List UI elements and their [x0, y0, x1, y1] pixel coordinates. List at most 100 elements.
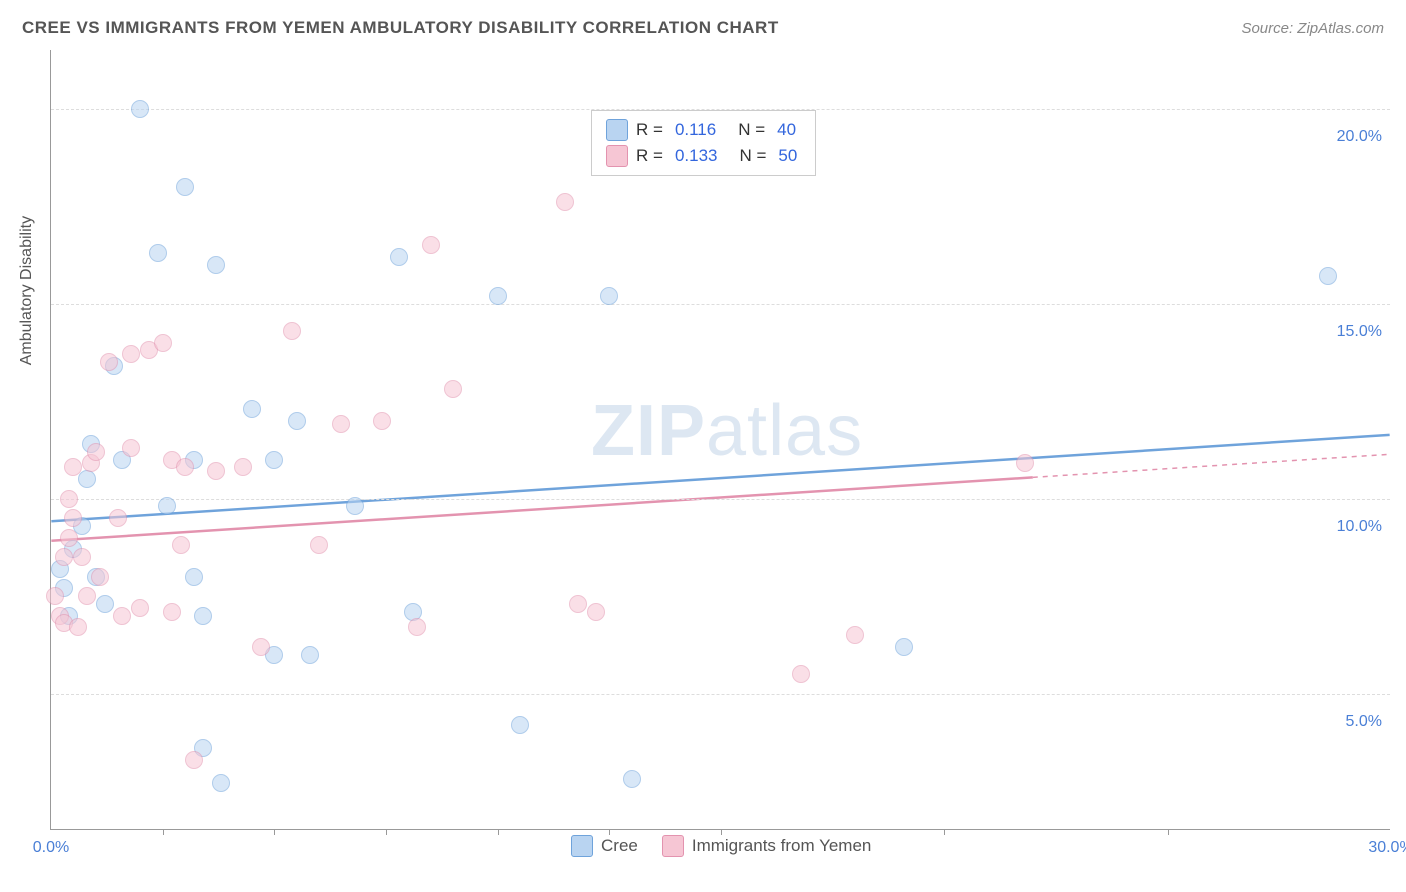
legend-stats-row: R = 0.133 N = 50	[606, 143, 801, 169]
scatter-point	[310, 536, 328, 554]
scatter-point	[489, 287, 507, 305]
scatter-point	[265, 451, 283, 469]
scatter-point	[55, 548, 73, 566]
legend-swatch	[606, 145, 628, 167]
legend-item: Cree	[571, 835, 638, 857]
chart-source: Source: ZipAtlas.com	[1241, 20, 1384, 37]
legend-item-label: Cree	[601, 836, 638, 856]
scatter-point	[163, 603, 181, 621]
scatter-point	[69, 618, 87, 636]
scatter-point	[154, 334, 172, 352]
scatter-point	[846, 626, 864, 644]
scatter-point	[207, 462, 225, 480]
scatter-point	[176, 458, 194, 476]
legend-r-label: R =	[636, 146, 663, 166]
legend-swatch	[662, 835, 684, 857]
scatter-point	[60, 490, 78, 508]
y-tick-label: 10.0%	[1337, 518, 1382, 536]
x-tick	[498, 829, 499, 835]
scatter-point	[234, 458, 252, 476]
gridline	[51, 694, 1390, 695]
scatter-point	[78, 587, 96, 605]
scatter-point	[1016, 454, 1034, 472]
legend-n-value: 40	[777, 120, 796, 140]
scatter-point	[131, 100, 149, 118]
legend-item: Immigrants from Yemen	[662, 835, 872, 857]
scatter-point	[587, 603, 605, 621]
scatter-point	[73, 548, 91, 566]
legend-series: Cree Immigrants from Yemen	[571, 835, 871, 857]
scatter-point	[131, 599, 149, 617]
chart-header: CREE VS IMMIGRANTS FROM YEMEN AMBULATORY…	[22, 18, 1384, 38]
scatter-point	[301, 646, 319, 664]
scatter-point	[408, 618, 426, 636]
legend-n-label: N =	[738, 120, 765, 140]
x-tick-label: 0.0%	[33, 839, 69, 857]
scatter-point	[87, 443, 105, 461]
trend-line-dashed	[1033, 454, 1390, 477]
legend-r-value: 0.133	[675, 146, 718, 166]
scatter-point	[172, 536, 190, 554]
scatter-point	[122, 345, 140, 363]
scatter-point	[1319, 267, 1337, 285]
x-tick-label: 30.0%	[1368, 839, 1406, 857]
scatter-point	[422, 236, 440, 254]
legend-swatch	[606, 119, 628, 141]
scatter-point	[46, 587, 64, 605]
legend-n-label: N =	[739, 146, 766, 166]
legend-r-label: R =	[636, 120, 663, 140]
scatter-point	[64, 509, 82, 527]
scatter-point	[194, 607, 212, 625]
chart-title: CREE VS IMMIGRANTS FROM YEMEN AMBULATORY…	[22, 18, 779, 38]
legend-r-value: 0.116	[675, 120, 716, 140]
gridline	[51, 499, 1390, 500]
scatter-point	[346, 497, 364, 515]
trend-line	[51, 477, 1032, 540]
scatter-point	[569, 595, 587, 613]
x-tick	[274, 829, 275, 835]
scatter-point	[373, 412, 391, 430]
scatter-point	[792, 665, 810, 683]
scatter-point	[895, 638, 913, 656]
scatter-point	[556, 193, 574, 211]
scatter-point	[390, 248, 408, 266]
scatter-point	[288, 412, 306, 430]
scatter-point	[212, 774, 230, 792]
scatter-point	[149, 244, 167, 262]
scatter-point	[185, 568, 203, 586]
legend-stats: R = 0.116 N = 40 R = 0.133 N = 50	[591, 110, 816, 176]
scatter-point	[176, 178, 194, 196]
y-tick-label: 5.0%	[1346, 713, 1382, 731]
gridline	[51, 304, 1390, 305]
x-tick	[1168, 829, 1169, 835]
scatter-point	[207, 256, 225, 274]
legend-item-label: Immigrants from Yemen	[692, 836, 872, 856]
legend-stats-row: R = 0.116 N = 40	[606, 117, 801, 143]
scatter-point	[600, 287, 618, 305]
scatter-point	[100, 353, 118, 371]
x-tick	[944, 829, 945, 835]
scatter-point	[185, 751, 203, 769]
scatter-point	[243, 400, 261, 418]
scatter-point	[252, 638, 270, 656]
scatter-point	[60, 529, 78, 547]
legend-swatch	[571, 835, 593, 857]
y-tick-label: 20.0%	[1337, 128, 1382, 146]
scatter-point	[109, 509, 127, 527]
scatter-point	[122, 439, 140, 457]
scatter-point	[158, 497, 176, 515]
scatter-point	[623, 770, 641, 788]
legend-n-value: 50	[778, 146, 797, 166]
x-tick	[163, 829, 164, 835]
scatter-point	[283, 322, 301, 340]
scatter-point	[113, 607, 131, 625]
trend-line	[51, 435, 1389, 521]
scatter-point	[64, 458, 82, 476]
x-tick	[386, 829, 387, 835]
y-tick-label: 15.0%	[1337, 323, 1382, 341]
y-axis-label: Ambulatory Disability	[18, 216, 36, 365]
scatter-point	[444, 380, 462, 398]
scatter-point	[91, 568, 109, 586]
scatter-point	[511, 716, 529, 734]
scatter-point	[332, 415, 350, 433]
